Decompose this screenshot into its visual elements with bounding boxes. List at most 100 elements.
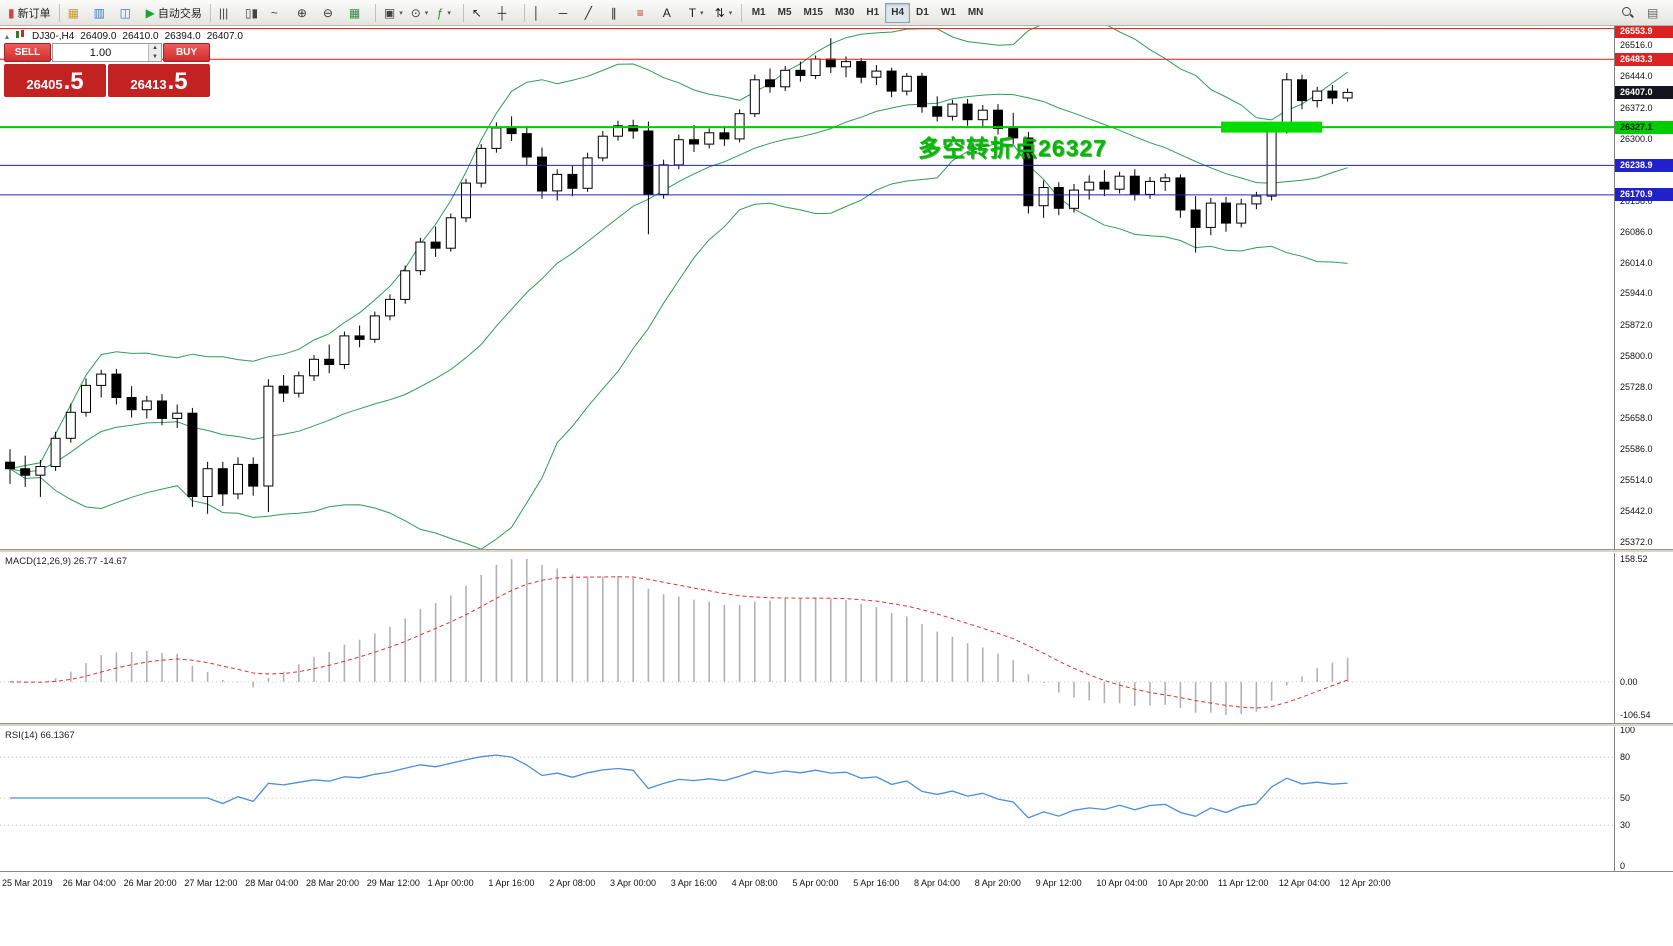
new-chart-button[interactable]: ▣ ▾ — [380, 2, 407, 24]
indicators-button[interactable]: ƒ ▾ — [433, 2, 459, 24]
time-axis-label: 2 Apr 08:00 — [549, 878, 596, 888]
horizontal-line-tool-glyph: ─ — [558, 5, 568, 20]
price-axis[interactable]: 26516.026444.026372.026300.026158.026086… — [1614, 26, 1673, 871]
vertical-line-tool-glyph: │ — [532, 5, 541, 20]
timeframe-button-h1[interactable]: H1 — [866, 7, 880, 18]
sell-price-display[interactable]: 26405.5 — [4, 64, 106, 97]
main-chart-panel[interactable]: ▴ DJ30-,H4 26409.0 26410.0 26394.0 26407… — [0, 26, 1614, 549]
chart-profile-icon-glyph: ▦ — [67, 5, 79, 20]
dropdown-caret-icon: ▾ — [728, 9, 733, 17]
time-axis-label: 5 Apr 16:00 — [853, 878, 900, 888]
text-tool-glyph: A — [662, 5, 671, 20]
macd-indicator-label: MACD(12,26,9) 26.77 -14.67 — [5, 556, 127, 567]
candlestick-chart[interactable] — [0, 26, 1614, 549]
price-tag: 26327.1 — [1615, 120, 1673, 134]
profiles-button-glyph: ⊙ — [410, 5, 421, 20]
channel-tool-glyph: ∥ — [610, 5, 617, 20]
candlestick-chart-icon-glyph: ▯▮ — [244, 5, 259, 20]
time-axis-label: 9 Apr 12:00 — [1035, 878, 1082, 888]
zoom-in-button[interactable]: ⊕ — [293, 2, 319, 24]
price-tag: 26407.0 — [1615, 85, 1673, 99]
symbol-ohlc-info: ▴ DJ30-,H4 26409.0 26410.0 26394.0 26407… — [5, 29, 243, 43]
lot-size-field[interactable]: 1.00 ▲ ▼ — [52, 43, 162, 62]
price-tag: 26170.9 — [1615, 188, 1673, 202]
macd-axis-label: -106.54 — [1620, 710, 1651, 720]
crosshair-tool-glyph: ┼ — [497, 5, 507, 20]
price-axis-label: 25944.0 — [1620, 288, 1653, 299]
line-chart-icon[interactable]: ~ — [267, 2, 293, 24]
dropdown-caret-icon: ▾ — [700, 9, 704, 17]
text-tool[interactable]: A — [659, 2, 685, 24]
ohlc-close: 26407.0 — [206, 30, 243, 42]
price-axis-label: 25372.0 — [1620, 536, 1653, 547]
bar-chart-icon[interactable]: ||| — [215, 2, 241, 24]
vertical-line-tool[interactable]: │ — [529, 2, 555, 24]
channel-tool[interactable]: ∥ — [607, 2, 633, 24]
trade-panel-toggle[interactable]: ▴ — [5, 31, 10, 41]
autotrading-button[interactable]: ▶ 自动交易 — [142, 2, 206, 24]
timeframe-button-m1[interactable]: M1 — [751, 7, 766, 18]
time-axis-label: 25 Mar 2019 — [2, 878, 53, 888]
price-axis-label: 26444.0 — [1620, 71, 1653, 82]
timeframe-button-mn[interactable]: MN — [967, 7, 984, 18]
rsi-axis-label: 80 — [1620, 752, 1631, 763]
time-axis[interactable]: 25 Mar 2019 26 Mar 04:00 26 Mar 20:00 27 Ma… — [0, 871, 1673, 895]
profiles-button[interactable]: ⊙ ▾ — [407, 2, 433, 24]
data-window-icon-glyph: ◫ — [119, 5, 131, 20]
autotrading-button-glyph: ▶ — [145, 5, 155, 20]
candlestick-chart-icon[interactable]: ▯▮ — [241, 2, 267, 24]
trendline-tool[interactable]: ╱ — [581, 2, 607, 24]
buy-price-display[interactable]: 26413.5 — [108, 64, 210, 97]
price-axis-label: 26086.0 — [1620, 226, 1653, 237]
market-watch-icon[interactable]: ▥ — [90, 2, 116, 24]
lot-increase-button[interactable]: ▲ — [149, 44, 161, 53]
search-icon[interactable] — [1617, 2, 1643, 24]
symbol-icon — [15, 29, 26, 43]
timeframe-button-m30[interactable]: M30 — [834, 7, 855, 18]
fibonacci-tool[interactable]: ≡ — [633, 2, 659, 24]
pivot-annotation-text: 多空转折点26327 — [918, 135, 1107, 161]
timeframe-button-m5[interactable]: M5 — [777, 7, 792, 18]
trendline-tool-glyph: ╱ — [584, 5, 592, 20]
crosshair-tool[interactable]: ┼ — [494, 2, 520, 24]
time-axis-label: 28 Mar 04:00 — [245, 878, 299, 888]
lot-size-value[interactable]: 1.00 — [89, 46, 112, 59]
data-window-icon[interactable]: ◫ — [116, 2, 142, 24]
price-axis-label: 26300.0 — [1620, 133, 1653, 144]
timeframe-button-h4[interactable]: H4 — [885, 2, 911, 23]
buy-button[interactable]: BUY — [163, 43, 210, 62]
time-axis-label: 11 Apr 12:00 — [1218, 878, 1269, 888]
chart-profile-icon[interactable]: ▦ — [64, 2, 90, 24]
dropdown-caret-icon: ▾ — [424, 9, 429, 17]
main-toolbar: ▮ 新订单 ▦ ▥ ◫ ▶ 自动交易 ||| ▯▮ ~ ⊕ ⊖ ▦ ▣ ▾ ⊙ ▾ ƒ ▾ ↖ ┼ │ ─ ╱ ∥ ≡ A T ▾ ⇅ ▾ M… — [0, 0, 1673, 26]
bottom-spacer — [0, 895, 1673, 946]
time-axis-label: 5 Apr 00:00 — [792, 878, 839, 888]
time-axis-label: 8 Apr 20:00 — [974, 878, 1021, 888]
symbol-period-label: DJ30-,H4 — [32, 30, 75, 42]
ohlc-low: 26394.0 — [164, 30, 201, 42]
timeframe-button-m15[interactable]: M15 — [803, 7, 823, 18]
arrows-tool[interactable]: ⇅ ▾ — [711, 2, 737, 24]
label-tool[interactable]: T ▾ — [685, 2, 711, 24]
timeframe-button-w1[interactable]: W1 — [940, 7, 956, 18]
rsi-chart[interactable] — [0, 727, 1614, 871]
arrows-tool-glyph: ⇅ — [714, 5, 725, 20]
time-axis-label: 26 Mar 04:00 — [62, 878, 116, 888]
toolbar-separator — [374, 3, 376, 22]
new-window-icon[interactable]: ▤ — [1643, 2, 1669, 24]
cursor-tool[interactable]: ↖ — [468, 2, 494, 24]
tile-windows-icon[interactable]: ▦ — [345, 2, 371, 24]
horizontal-line-tool[interactable]: ─ — [555, 2, 581, 24]
zoom-out-button[interactable]: ⊖ — [319, 2, 345, 24]
panel-splitter[interactable] — [0, 723, 1673, 727]
timeframe-button-d1[interactable]: D1 — [916, 7, 929, 18]
price-axis-label: 25872.0 — [1620, 319, 1653, 330]
sell-button[interactable]: SELL — [4, 43, 51, 62]
lot-decrease-button[interactable]: ▼ — [149, 52, 161, 61]
new-order-button[interactable]: ▮ 新订单 — [4, 2, 55, 24]
time-axis-label: 26 Mar 20:00 — [123, 878, 177, 888]
macd-chart[interactable] — [0, 553, 1614, 723]
panel-splitter[interactable] — [0, 549, 1673, 553]
line-chart-icon-glyph: ~ — [270, 5, 278, 20]
